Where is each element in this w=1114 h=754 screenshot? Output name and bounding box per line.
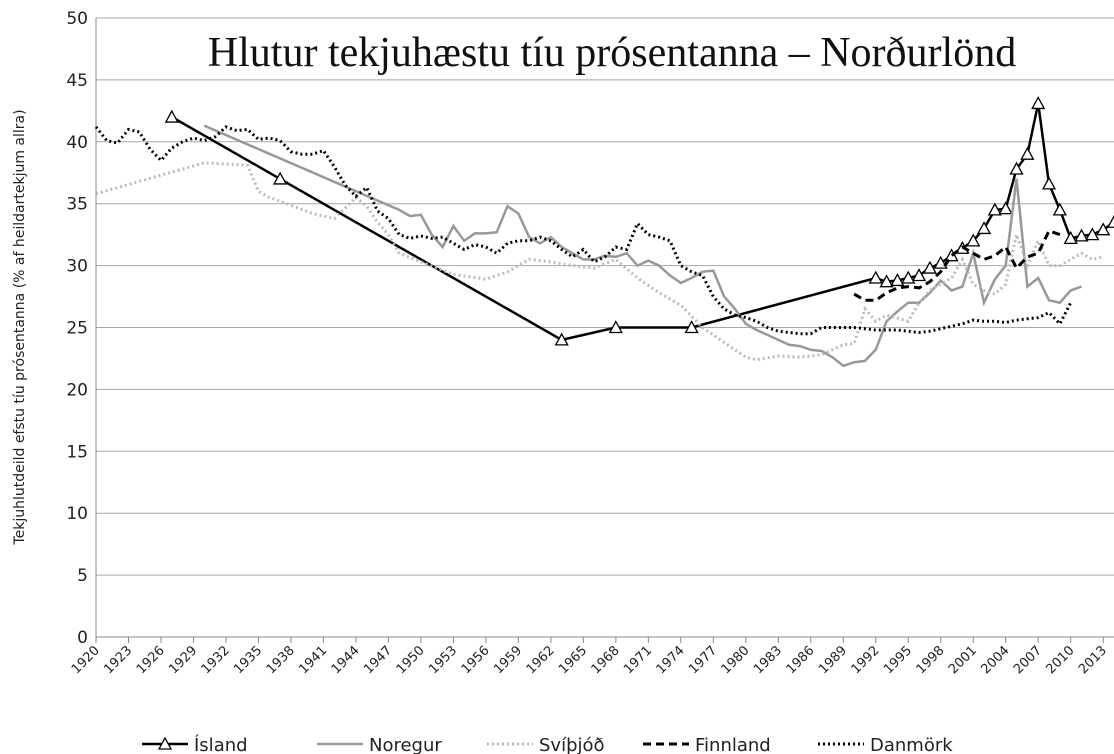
marker [868, 270, 883, 284]
marker [976, 221, 992, 235]
legend-label: Finnland [695, 735, 771, 754]
x-tick-label: 1941 [296, 643, 330, 677]
y-tick-label: 25 [66, 319, 88, 339]
x-tick-label: 2007 [1011, 643, 1045, 677]
x-tick-label: 1920 [69, 643, 103, 677]
y-tick-label: 40 [66, 133, 88, 153]
marker [1096, 222, 1111, 236]
marker [987, 202, 1002, 216]
marker [1106, 214, 1114, 228]
marker [1020, 146, 1035, 160]
x-tick-label: 1986 [784, 643, 818, 677]
series-line [203, 124, 1082, 368]
y-tick-label: 35 [66, 195, 88, 215]
x-tick-label: 1938 [264, 643, 298, 677]
y-tick-label: 30 [66, 257, 88, 277]
marker [684, 320, 699, 334]
x-tick-label: 1944 [329, 643, 363, 677]
x-tick-label: 1983 [751, 643, 785, 677]
x-tick-label: 1995 [881, 643, 915, 677]
x-tick-label: 1926 [134, 643, 168, 677]
marker [890, 273, 905, 287]
x-tick-label: 1974 [654, 643, 688, 677]
legend-marker [157, 736, 173, 750]
x-tick-label: 1971 [621, 643, 655, 677]
marker [911, 268, 927, 282]
marker [554, 332, 569, 346]
x-tick-label: 2013 [1076, 643, 1110, 677]
marker [966, 233, 981, 247]
x-tick-label: 1980 [719, 643, 753, 677]
x-tick-label: 1959 [491, 643, 525, 677]
y-tick-label: 45 [66, 71, 88, 91]
marker [1063, 231, 1078, 245]
x-tick-label: 1953 [426, 643, 460, 677]
y-tick-label: 50 [66, 9, 88, 29]
x-tick-label: 2010 [1044, 643, 1078, 677]
marker [273, 171, 288, 185]
series-line [171, 103, 1114, 342]
x-tick-label: 1956 [459, 643, 493, 677]
x-tick-label: 1998 [914, 643, 948, 677]
marker [901, 270, 916, 284]
chart-title: Hlutur tekjuhæstu tíu prósentanna – Norð… [208, 30, 1016, 76]
legend-label: Danmörk [870, 735, 953, 754]
legend-label: Svíþjóð [539, 735, 605, 754]
y-tick-label: 10 [66, 504, 88, 524]
x-tick-label: 1965 [556, 643, 590, 677]
x-tick-label: 2001 [946, 643, 980, 677]
marker [922, 260, 937, 274]
y-tick-label: 0 [77, 628, 88, 648]
x-tick-label: 1989 [816, 643, 850, 677]
marker [1074, 228, 1089, 242]
x-tick-label: 1950 [394, 643, 428, 677]
marker [1052, 202, 1067, 216]
marker [1085, 227, 1100, 241]
marker [998, 201, 1013, 215]
x-tick-label: 1977 [686, 643, 720, 677]
x-tick-label: 1962 [524, 643, 558, 677]
legend-label: Ísland [194, 734, 248, 754]
x-tick-label: 1947 [361, 643, 395, 677]
x-tick-label: 1932 [199, 643, 233, 677]
series-line [94, 125, 1073, 336]
marker [1009, 161, 1024, 175]
series-line [853, 229, 1061, 302]
x-tick-label: 1992 [849, 643, 883, 677]
x-tick-label: 1935 [231, 643, 265, 677]
y-tick-label: 15 [66, 442, 88, 462]
y-tick-label: 5 [77, 566, 88, 586]
marker [608, 320, 623, 334]
x-tick-label: 2004 [979, 643, 1013, 677]
x-tick-label: 1929 [166, 643, 200, 677]
marker [879, 274, 894, 288]
y-axis-label: Tekjuhlutdeild efstu tíu prósentanna (% … [12, 109, 28, 545]
legend-label: Noregur [369, 735, 442, 754]
x-tick-label: 1968 [589, 643, 623, 677]
x-tick-label: 1923 [101, 643, 135, 677]
y-tick-label: 20 [66, 380, 88, 400]
marker [1041, 176, 1057, 190]
marker [1031, 96, 1046, 110]
marker [164, 109, 179, 123]
